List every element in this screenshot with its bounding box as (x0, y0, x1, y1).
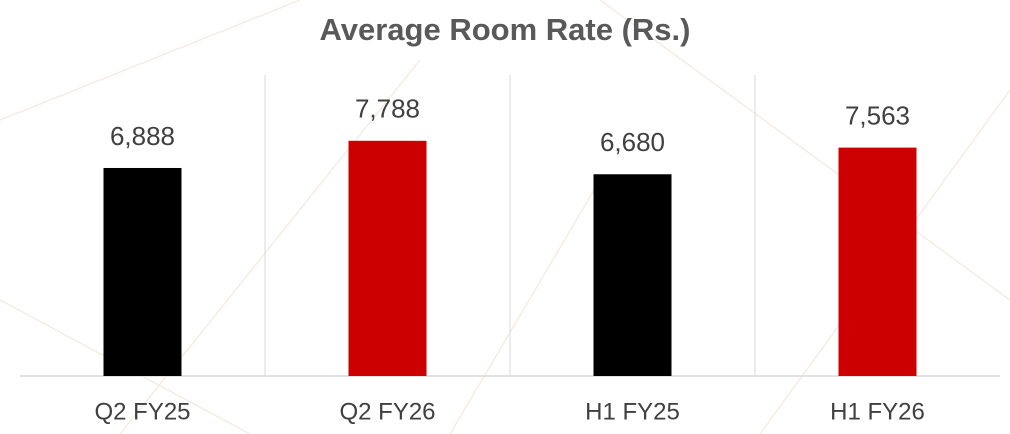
bar (838, 147, 917, 376)
bar (103, 167, 182, 376)
x-tick-label: Q2 FY26 (339, 398, 435, 425)
bar (593, 174, 672, 376)
value-label: 6,888 (110, 121, 175, 151)
separators (264, 75, 756, 376)
x-tick-label: H1 FY25 (585, 398, 680, 425)
value-label: 6,680 (600, 127, 665, 157)
bar (348, 140, 427, 376)
x-tick-label: Q2 FY25 (94, 398, 190, 425)
value-label: 7,563 (845, 100, 910, 130)
value-label: 7,788 (355, 94, 420, 124)
chart-title: Average Room Rate (Rs.) (320, 12, 691, 47)
x-tick-label: H1 FY26 (830, 398, 925, 425)
